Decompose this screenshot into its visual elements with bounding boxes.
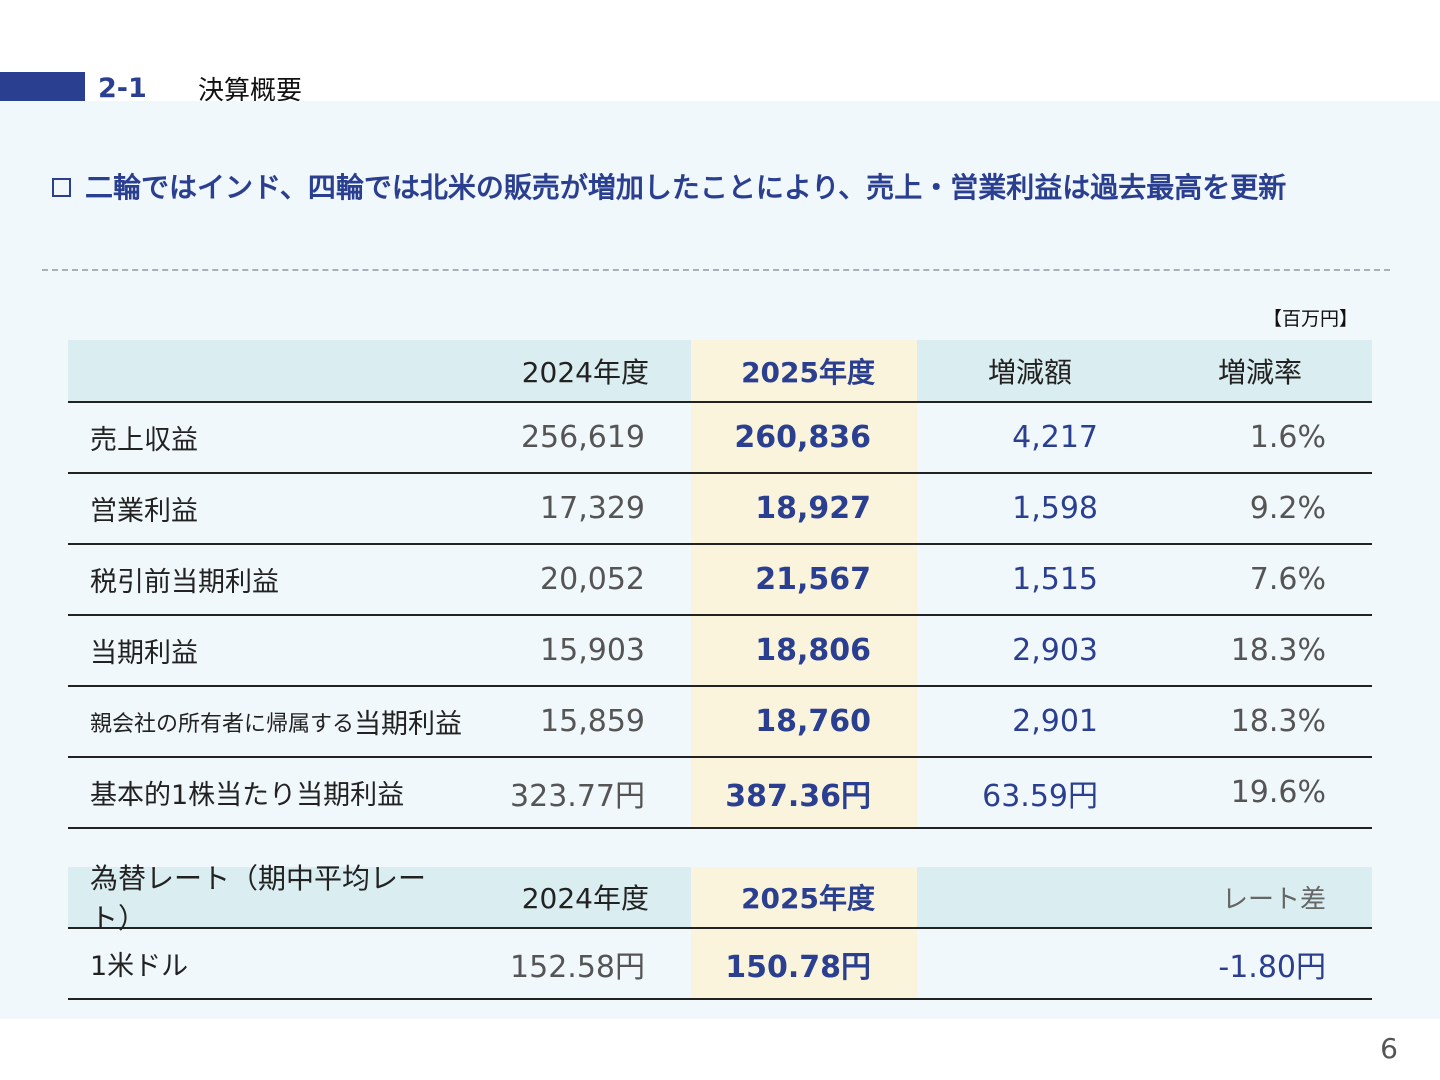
row-label: 1米ドル: [90, 951, 189, 982]
table-row: 売上収益 256,619 260,836 4,217 1.6%: [68, 403, 1372, 474]
value-rate: 18.3%: [1230, 704, 1326, 739]
value-diff: 4,217: [1012, 420, 1098, 455]
header-2025: 2025年度: [691, 340, 917, 401]
value-rate: 7.6%: [1249, 562, 1326, 597]
checkbox-square-icon: [52, 178, 71, 197]
value-2025: 18,927: [691, 474, 917, 543]
header-rate: 増減率: [1217, 355, 1302, 389]
row-label: 基本的1株当たり当期利益: [90, 780, 405, 811]
row-label: 当期利益: [90, 638, 198, 669]
table-row: 1米ドル 152.58円 150.78円 -1.80円: [68, 929, 1372, 1000]
header-2024: 2024年度: [521, 355, 649, 389]
headline: 二輪ではインド、四輪では北米の販売が増加したことにより、売上・営業利益は過去最高…: [52, 168, 1286, 208]
value-2024: 256,619: [520, 420, 645, 455]
header-diff: 増減額: [987, 355, 1072, 389]
value-rate: 1.6%: [1249, 420, 1326, 455]
header-label: [68, 340, 466, 401]
table-row: 税引前当期利益 20,052 21,567 1,515 7.6%: [68, 545, 1372, 616]
section-number: 2-1: [98, 73, 147, 104]
value-2024: 15,903: [540, 633, 645, 668]
header-2024: 2024年度: [521, 882, 649, 915]
value-2025: 18,760: [691, 687, 917, 756]
value-diff: 63.59円: [982, 778, 1098, 814]
table-header-row: 2024年度 2025年度 増減額 増減率: [68, 340, 1372, 403]
table-row: 当期利益 15,903 18,806 2,903 18.3%: [68, 616, 1372, 687]
value-rate: 9.2%: [1249, 491, 1326, 526]
value-2024: 17,329: [540, 491, 645, 526]
value-2025: 260,836: [691, 403, 917, 472]
value-2024: 323.77円: [510, 778, 645, 814]
header-rate-diff: レート差: [1221, 884, 1326, 915]
value-2025: 387.36円: [691, 758, 917, 827]
row-label-prefix: 親会社の所有者に帰属する: [90, 711, 355, 737]
header-label: 為替レート（期中平均レート）: [90, 862, 427, 935]
value-2024: 152.58円: [510, 949, 645, 985]
table-header-row: 為替レート（期中平均レート） 2024年度 2025年度 レート差: [68, 862, 1372, 935]
dashed-divider: [42, 269, 1390, 271]
value-2025: 21,567: [691, 545, 917, 614]
headline-text: 二輪ではインド、四輪では北米の販売が増加したことにより、売上・営業利益は過去最高…: [85, 171, 1287, 204]
row-label: 親会社の所有者に帰属する 当期利益: [68, 687, 466, 756]
row-label: 売上収益: [90, 425, 198, 456]
value-2025: 18,806: [691, 616, 917, 685]
value-diff: 1,598: [1012, 491, 1098, 526]
value-2024: 15,859: [540, 704, 645, 739]
value-2024: 20,052: [540, 562, 645, 597]
row-label: 税引前当期利益: [90, 567, 279, 598]
value-diff: 2,901: [1012, 704, 1098, 739]
section-accent-bar: [0, 72, 85, 101]
table-row: 親会社の所有者に帰属する 当期利益 15,859 18,760 2,901 18.…: [68, 687, 1372, 758]
value-diff: 1,515: [1012, 562, 1098, 597]
results-table: 2024年度 2025年度 増減額 増減率 売上収益 256,619 260,8…: [68, 340, 1372, 829]
row-label: 営業利益: [90, 496, 198, 527]
value-rate: 19.6%: [1230, 775, 1326, 810]
page-number: 6: [1380, 1032, 1398, 1065]
table-row: 営業利益 17,329 18,927 1,598 9.2%: [68, 474, 1372, 545]
row-label-main: 当期利益: [354, 709, 463, 740]
value-rate-diff: -1.80円: [1218, 949, 1326, 985]
fx-table: 為替レート（期中平均レート） 2024年度 2025年度 レート差 1米ドル 1…: [68, 862, 1372, 1000]
header-2025: 2025年度: [691, 867, 917, 927]
unit-label: 【百万円】: [1262, 308, 1358, 330]
table-row: 基本的1株当たり当期利益 323.77円 387.36円 63.59円 19.6…: [68, 758, 1372, 829]
value-diff: 2,903: [1012, 633, 1098, 668]
value-rate: 18.3%: [1230, 633, 1326, 668]
value-2025: 150.78円: [691, 929, 917, 998]
